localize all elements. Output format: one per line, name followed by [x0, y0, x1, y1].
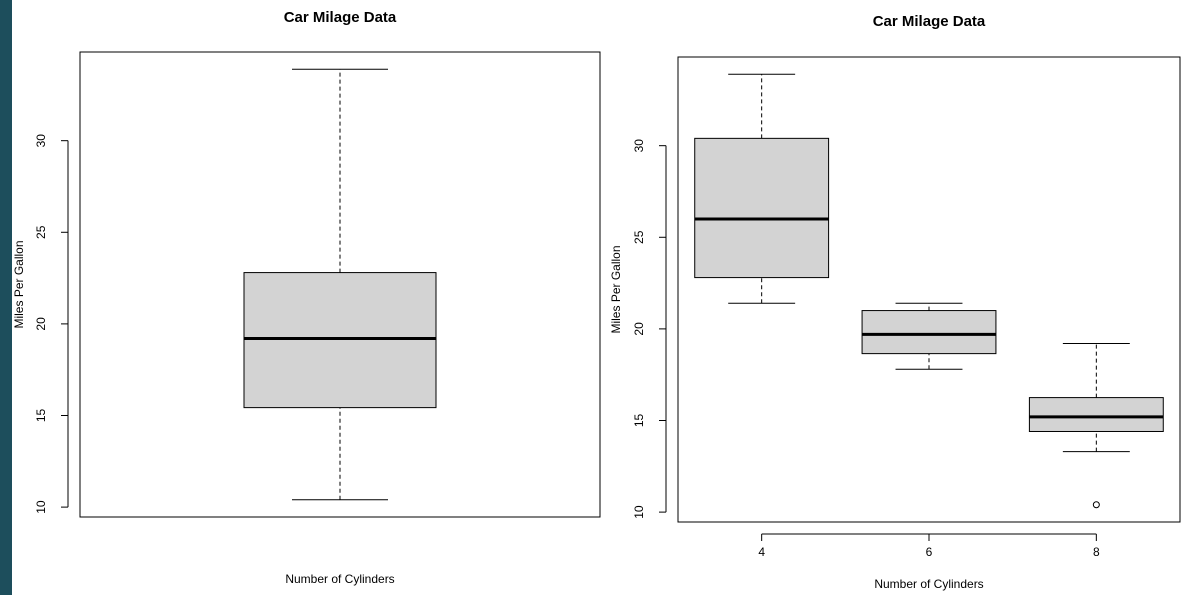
x-tick-label: 4 — [758, 545, 765, 559]
y-tick-label: 15 — [34, 409, 48, 423]
x-tick-label: 8 — [1093, 545, 1100, 559]
y-tick-label: 25 — [34, 225, 48, 239]
side-strip — [0, 0, 12, 595]
box — [1028, 397, 1164, 432]
plot-frame — [79, 51, 601, 518]
outlier — [1092, 501, 1100, 509]
y-tick-label: 10 — [34, 500, 48, 514]
y-tick-label: 25 — [632, 230, 646, 244]
chart-title: Car Milage Data — [873, 13, 986, 30]
y-axis-label: Miles Per Gallon — [609, 245, 623, 333]
y-tick-label: 20 — [632, 322, 646, 336]
box — [861, 310, 997, 355]
x-tick-label: 6 — [926, 545, 933, 559]
box — [694, 137, 830, 279]
box — [243, 272, 437, 409]
chart-title: Car Milage Data — [284, 9, 397, 26]
y-axis-label: Miles Per Gallon — [12, 240, 26, 328]
plot-frame — [677, 56, 1181, 523]
y-tick-label: 10 — [632, 505, 646, 519]
y-tick-label: 30 — [632, 139, 646, 153]
x-axis-label: Number of Cylinders — [285, 572, 394, 586]
y-tick-label: 20 — [34, 317, 48, 331]
y-tick-label: 15 — [632, 414, 646, 428]
y-tick-label: 30 — [34, 134, 48, 148]
x-axis-label: Number of Cylinders — [874, 577, 983, 591]
